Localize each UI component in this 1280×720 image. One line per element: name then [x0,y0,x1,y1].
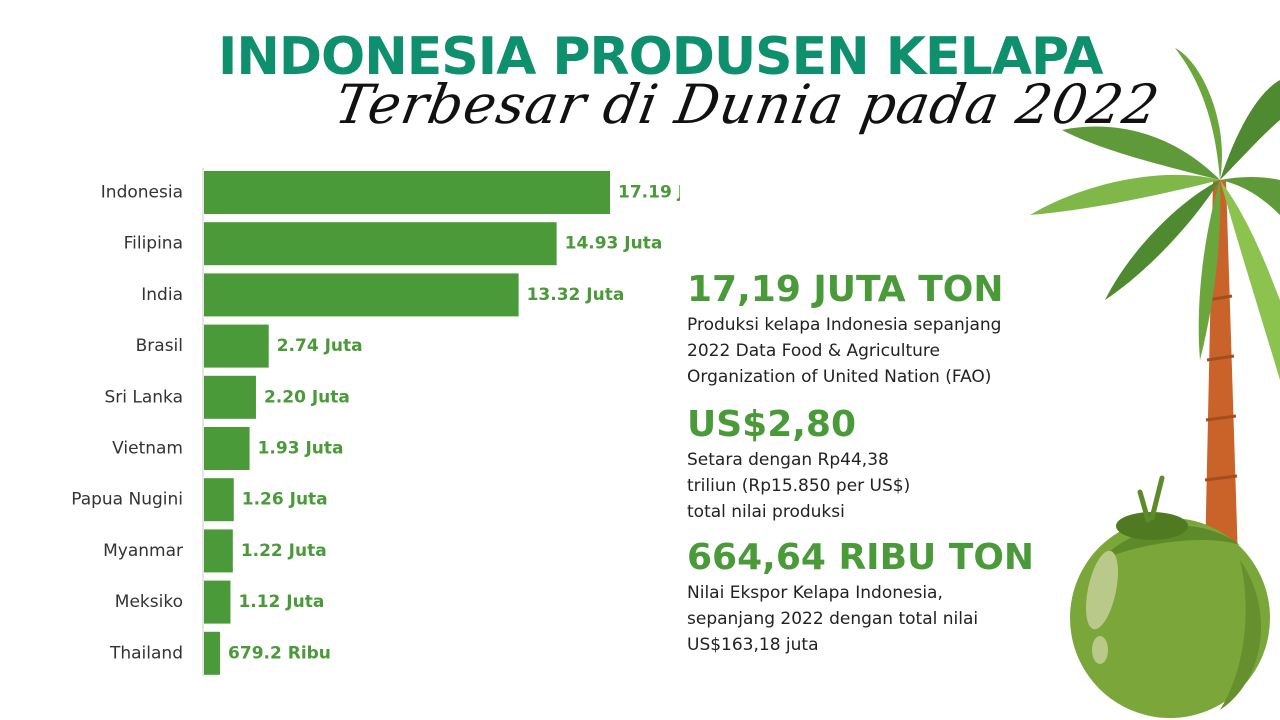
category-label: Filipina [124,234,183,254]
category-label: Meksiko [115,592,183,612]
bar-chart: Indonesia 17.19 Juta Filipina 14.93 Juta Ind… [71,168,680,676]
category-label: Myanmar [103,541,183,561]
category-label: Vietnam [112,439,183,459]
data-label: 1.26 Juta [242,490,328,510]
bar [204,427,250,470]
page-title: INDONESIA PRODUSEN KELAPA [218,27,1104,87]
bar [204,631,221,675]
stat-export-description: Nilai Ekspor Kelapa Indonesia, sepanjang… [687,583,979,655]
bar [204,478,234,522]
category-label: Brasil [136,336,183,356]
data-label: 1.22 Juta [241,541,327,561]
bar [204,273,519,317]
category-label: Indonesia [101,183,183,203]
bar [204,171,610,214]
category-label: Thailand [109,643,183,663]
stat-export-value: 664,64 RIBU TON [687,537,1035,578]
stat-export: 664,64 RIBU TON Nilai Ekspor Kelapa Indo… [687,536,1047,658]
stat-value-usd-description: Setara dengan Rp44,38 triliun (Rp15.850 … [687,450,911,522]
data-label: 1.12 Juta [238,592,324,612]
bar [204,375,256,419]
data-label: 679.2 Ribu [228,643,331,663]
bar [204,529,233,573]
bar [204,324,269,368]
data-label: 1.93 Juta [258,439,344,459]
stat-value-usd: US$2,80 Setara dengan Rp44,38 triliun (R… [687,403,1047,525]
stat-production-value: 17,19 JUTA TON [687,269,1004,310]
data-label: 14.93 Juta [565,234,663,254]
stat-production: 17,19 JUTA TON Produksi kelapa Indonesia… [687,268,1047,390]
category-label: Papua Nugini [71,490,183,510]
data-label: 2.20 Juta [264,387,350,407]
palm-tree-coconut-icon [1030,48,1280,718]
stat-production-description: Produksi kelapa Indonesia sepanjang 2022… [687,315,1002,387]
stat-value-usd-value: US$2,80 [687,404,857,445]
category-label: Sri Lanka [104,387,183,407]
bar [204,580,231,624]
data-label: 17.19 Juta [618,183,680,203]
data-label: 2.74 Juta [277,336,363,356]
category-label: India [141,285,183,305]
bar [204,222,557,266]
data-label: 13.32 Juta [527,285,625,305]
